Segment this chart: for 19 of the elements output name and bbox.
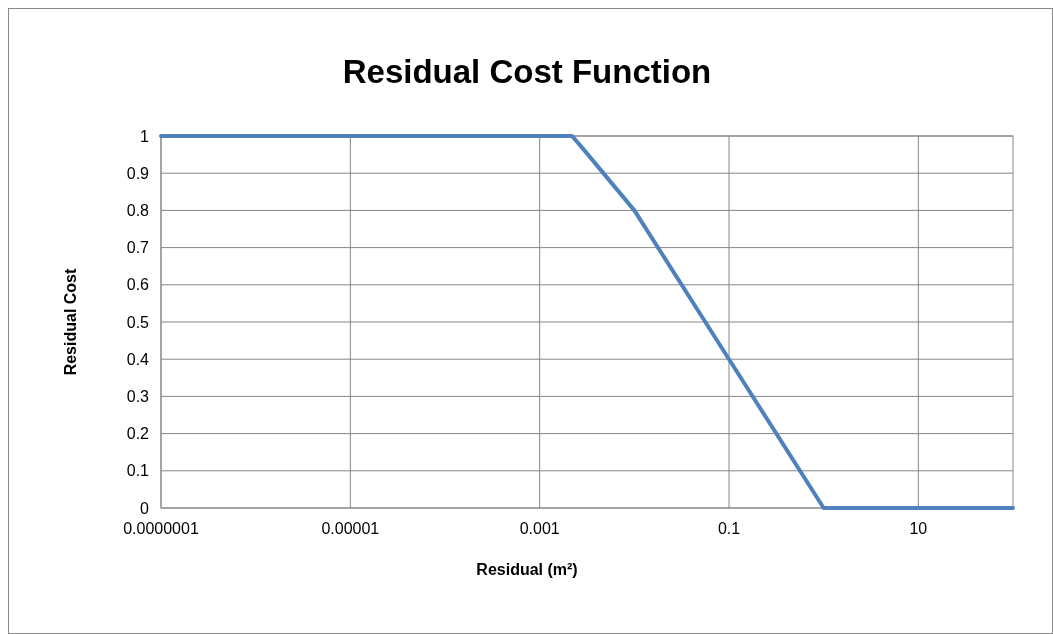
chart-title: Residual Cost Function xyxy=(342,53,712,90)
x-tick-label: 0.001 xyxy=(519,520,560,537)
y-axis-title: Residual Cost xyxy=(62,267,79,376)
x-tick-label: 0.00001 xyxy=(321,520,380,537)
y-tick-label: 0.1 xyxy=(126,462,150,480)
y-tick-label: 0.8 xyxy=(126,202,150,219)
x-tick-label: 0.0000001 xyxy=(123,520,199,537)
y-tick-label: 0.2 xyxy=(126,425,150,443)
y-tick-label: 0.6 xyxy=(126,276,150,294)
y-tick-label: 0 xyxy=(140,499,150,517)
y-tick-label: 0.3 xyxy=(126,388,150,405)
y-tick-label: 0.4 xyxy=(126,350,150,368)
y-tick-label: 0.5 xyxy=(126,313,150,331)
y-tick-label: 1 xyxy=(140,127,150,145)
y-tick-label: 0.7 xyxy=(126,239,150,257)
y-tick-label: 0.9 xyxy=(126,164,150,182)
x-tick-label: 10 xyxy=(909,520,928,537)
x-axis-title: Residual (m²) xyxy=(476,561,578,578)
x-tick-label: 0.1 xyxy=(717,520,741,537)
